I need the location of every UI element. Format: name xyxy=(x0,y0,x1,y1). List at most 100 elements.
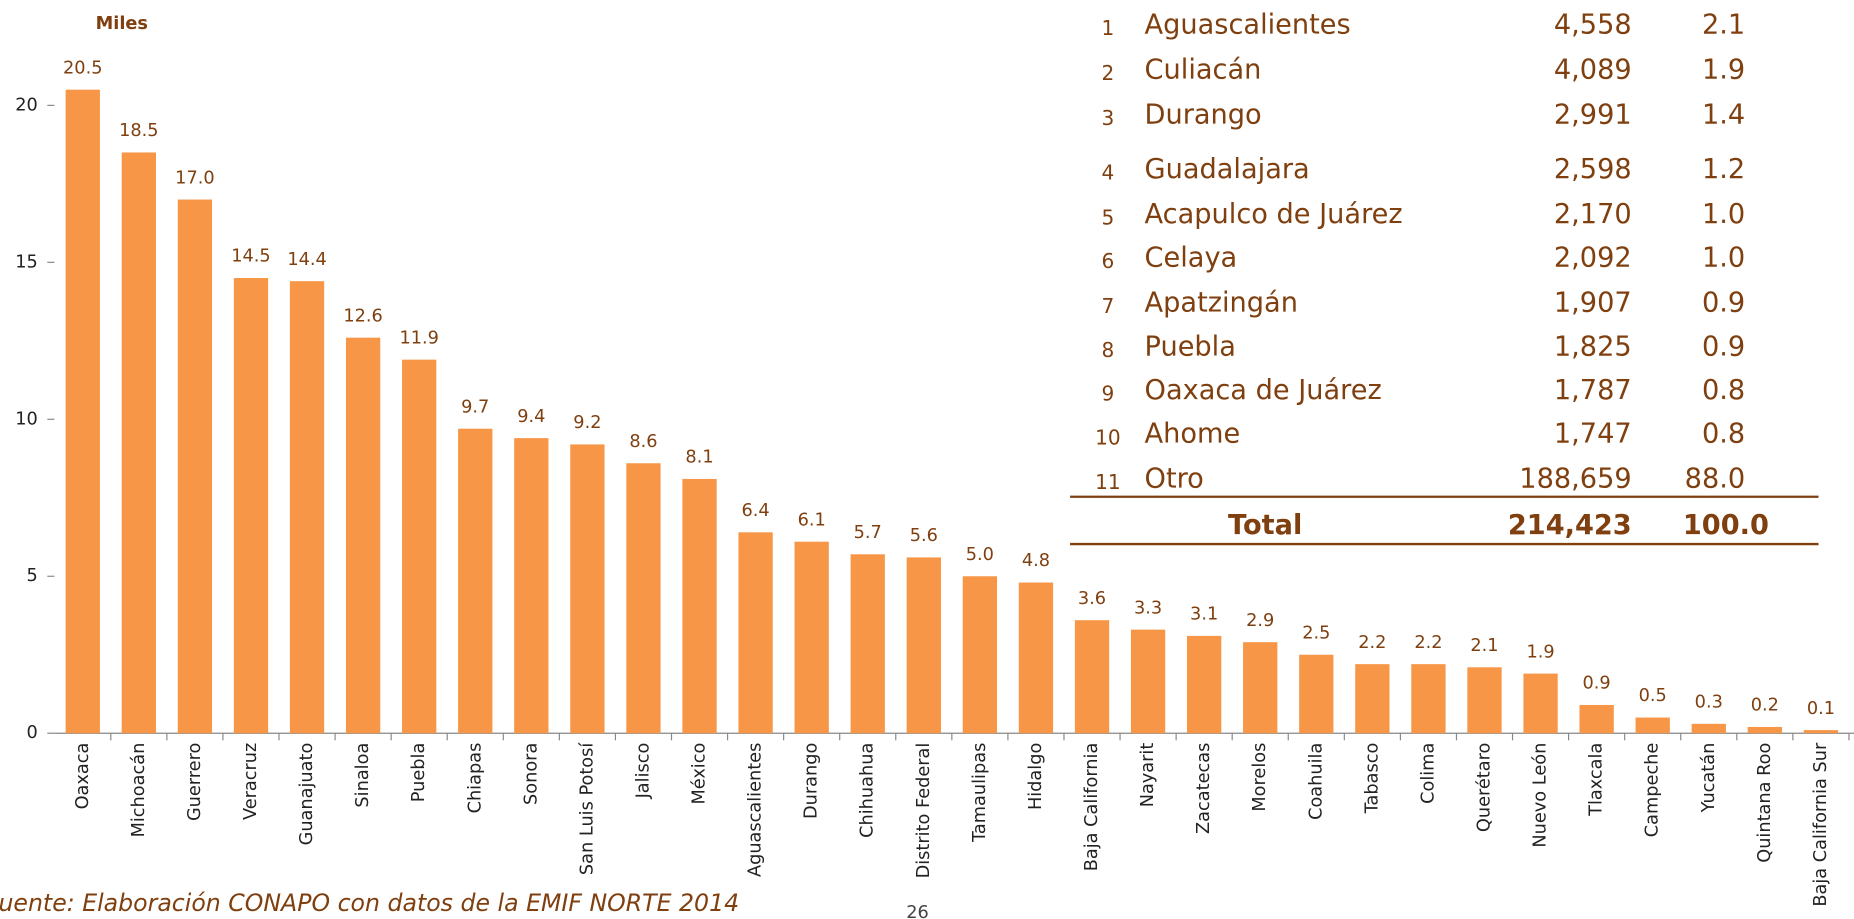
bar xyxy=(1355,664,1390,734)
x-tick-label: Sonora xyxy=(521,743,541,805)
table-count: 188,659 xyxy=(1519,464,1631,495)
value-label: 8.6 xyxy=(629,432,657,452)
x-tick-label: Guerrero xyxy=(185,743,205,821)
y-tick-label: 20 xyxy=(15,95,38,115)
bar xyxy=(794,541,829,734)
bar xyxy=(233,278,269,734)
x-tick-label: Distrito Federal xyxy=(914,743,934,879)
bar xyxy=(1523,673,1558,734)
table-rank: 3 xyxy=(1102,106,1115,130)
table-percent: 0.9 xyxy=(1702,288,1745,319)
table-count: 1,747 xyxy=(1554,419,1632,450)
bar xyxy=(1467,667,1502,734)
axis-unit: Miles xyxy=(96,14,148,34)
bar xyxy=(1074,620,1110,734)
x-tick-label: Puebla xyxy=(409,743,429,803)
table-name: Apatzingán xyxy=(1145,288,1298,319)
x-tick-label: Nayarit xyxy=(1138,743,1158,808)
source-note: Fuente: Elaboración CONAPO con datos de … xyxy=(0,889,739,917)
bar xyxy=(1243,642,1278,734)
x-tick-label: Guanajuato xyxy=(297,743,317,846)
value-label: 14.4 xyxy=(287,250,326,270)
y-tick-label: 15 xyxy=(15,252,38,272)
table-name: Acapulco de Juárez xyxy=(1145,199,1403,230)
table-name: Celaya xyxy=(1145,243,1238,274)
table-count: 2,092 xyxy=(1554,243,1632,274)
x-tick-label: Tamaulipas xyxy=(970,743,990,843)
bar xyxy=(682,478,717,734)
value-label: 6.1 xyxy=(798,510,826,530)
bar xyxy=(402,359,437,734)
value-label: 0.2 xyxy=(1751,696,1779,716)
x-tick-label: Tabasco xyxy=(1362,743,1382,815)
x-tick-label: Durango xyxy=(802,743,822,819)
x-tick-label: Morelos xyxy=(1250,743,1270,812)
value-label: 0.5 xyxy=(1639,686,1667,706)
table-percent: 1.0 xyxy=(1702,243,1745,274)
x-tick-label: Quintana Roo xyxy=(1755,743,1775,863)
bar xyxy=(1411,664,1446,734)
table-rank: 2 xyxy=(1102,61,1115,85)
bar xyxy=(1635,717,1670,734)
table-total-percent: 100.0 xyxy=(1683,510,1769,541)
page-number: 26 xyxy=(906,903,929,919)
value-label: 4.8 xyxy=(1022,551,1050,571)
value-label: 20.5 xyxy=(63,58,102,78)
x-tick-label: Zacatecas xyxy=(1194,743,1214,834)
x-tick-label: Veracruz xyxy=(241,743,261,820)
table-count: 4,089 xyxy=(1554,55,1632,86)
value-label: 3.3 xyxy=(1134,598,1162,618)
value-label: 18.5 xyxy=(119,121,158,141)
y-tick-label: 5 xyxy=(27,566,38,586)
x-tick-label: Chiapas xyxy=(465,743,485,814)
x-tick-label: Aguascalientes xyxy=(746,743,766,877)
table-rank: 1 xyxy=(1102,16,1115,40)
value-label: 17.0 xyxy=(175,168,214,188)
x-tick-label: Querétaro xyxy=(1475,743,1495,832)
bar xyxy=(121,152,156,734)
table-rank: 10 xyxy=(1095,425,1121,449)
table-name: Aguascalientes xyxy=(1145,10,1351,41)
x-tick-label: Hidalgo xyxy=(1026,743,1046,810)
table-count: 1,825 xyxy=(1554,331,1632,362)
value-label: 5.0 xyxy=(966,545,994,565)
bar xyxy=(289,281,325,734)
value-label: 9.7 xyxy=(461,397,489,417)
bar xyxy=(1299,654,1334,734)
x-tick-label: Sinaloa xyxy=(353,743,373,808)
bar xyxy=(65,89,100,734)
table-total-count: 214,423 xyxy=(1508,510,1632,541)
table-percent: 88.0 xyxy=(1685,464,1746,495)
value-label: 0.9 xyxy=(1583,674,1611,694)
bar xyxy=(345,337,381,734)
table-rank: 9 xyxy=(1102,382,1115,406)
table-count: 2,598 xyxy=(1554,154,1632,185)
table-name: Durango xyxy=(1145,100,1262,131)
y-tick-label: 0 xyxy=(27,723,38,743)
x-tick-label: Colima xyxy=(1418,743,1438,804)
table-percent: 1.2 xyxy=(1702,154,1745,185)
value-label: 12.6 xyxy=(343,306,382,326)
x-tick-label: Oaxaca xyxy=(73,743,93,810)
bar xyxy=(177,199,213,734)
table-percent: 1.4 xyxy=(1702,100,1745,131)
table-rank: 8 xyxy=(1102,338,1115,362)
bar xyxy=(1747,726,1782,734)
value-label: 3.6 xyxy=(1078,589,1106,609)
value-label: 2.2 xyxy=(1358,633,1386,653)
value-label: 2.2 xyxy=(1414,633,1442,653)
x-tick-label: Tlaxcala xyxy=(1587,743,1607,817)
bar xyxy=(738,532,773,734)
x-tick-label: Jalisco xyxy=(633,743,653,800)
value-label: 14.5 xyxy=(231,247,270,267)
table-rank: 7 xyxy=(1102,294,1115,318)
table-rank: 5 xyxy=(1102,205,1115,229)
table-count: 2,170 xyxy=(1554,199,1632,230)
bar xyxy=(626,463,661,734)
x-tick-label: Baja California xyxy=(1082,743,1102,872)
x-tick-label: Baja California Sur xyxy=(1811,742,1831,907)
bar xyxy=(1803,730,1839,734)
bar xyxy=(850,554,885,734)
